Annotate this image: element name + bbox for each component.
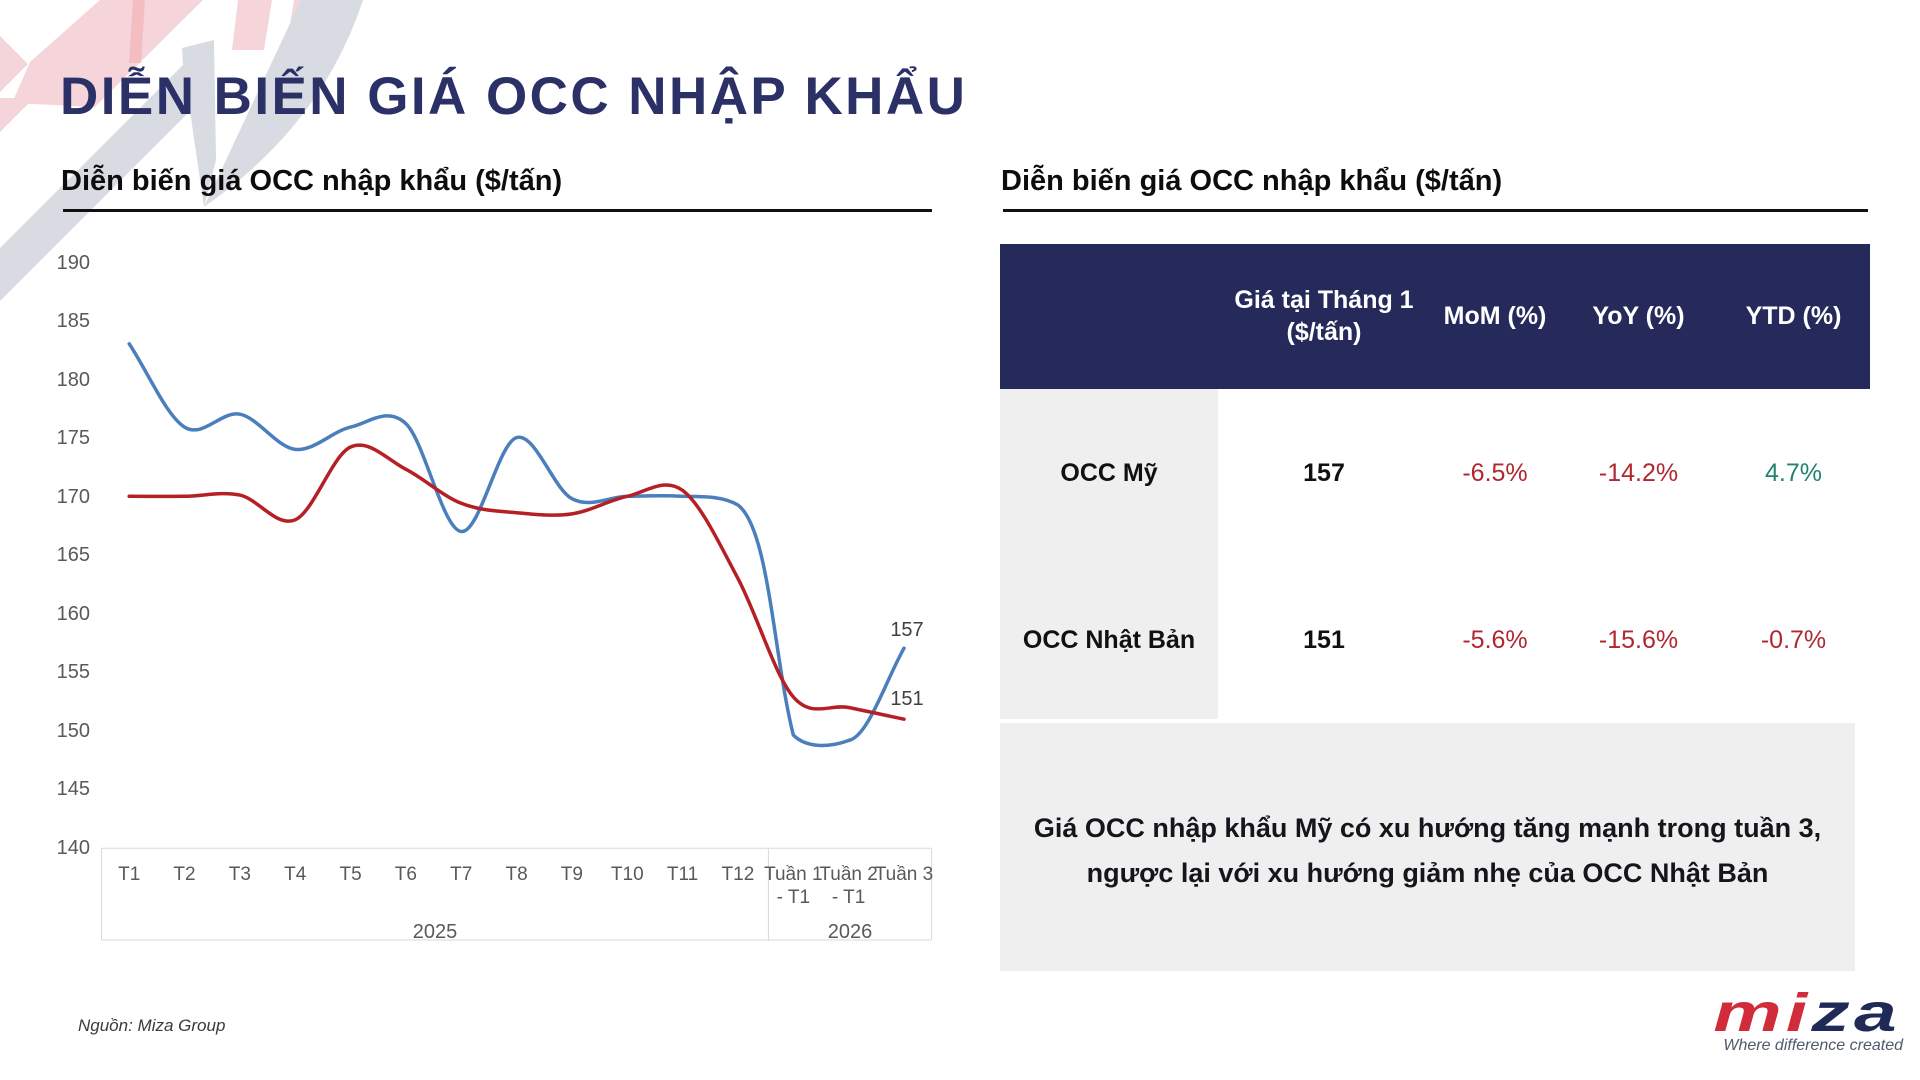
svg-text:155: 155 <box>57 661 90 683</box>
svg-text:- T1: - T1 <box>832 887 865 908</box>
svg-text:T2: T2 <box>173 864 195 885</box>
svg-text:150: 150 <box>57 720 90 742</box>
svg-text:T12: T12 <box>722 864 755 885</box>
svg-text:2025: 2025 <box>413 921 458 943</box>
svg-text:160: 160 <box>57 603 90 625</box>
svg-text:175: 175 <box>57 427 90 449</box>
svg-text:145: 145 <box>57 778 90 800</box>
svg-text:T4: T4 <box>284 864 307 885</box>
svg-text:2026: 2026 <box>828 921 873 943</box>
svg-text:T5: T5 <box>340 864 362 885</box>
svg-text:140: 140 <box>57 837 90 859</box>
svg-text:Tuần 1: Tuần 1 <box>764 864 822 885</box>
svg-text:Tuần 3: Tuần 3 <box>875 864 933 885</box>
svg-text:miza: miza <box>1713 983 1896 1041</box>
svg-text:T3: T3 <box>229 864 251 885</box>
svg-text:151: 151 <box>890 688 923 710</box>
svg-text:165: 165 <box>57 544 90 566</box>
svg-text:T10: T10 <box>611 864 644 885</box>
svg-text:T8: T8 <box>506 864 528 885</box>
svg-text:T1: T1 <box>118 864 140 885</box>
svg-text:185: 185 <box>57 310 90 332</box>
svg-text:Tuần 2: Tuần 2 <box>819 864 877 885</box>
svg-text:180: 180 <box>57 369 90 391</box>
svg-text:170: 170 <box>57 486 90 508</box>
svg-text:190: 190 <box>57 252 90 274</box>
svg-text:T9: T9 <box>561 864 583 885</box>
svg-text:T7: T7 <box>450 864 472 885</box>
svg-text:T6: T6 <box>395 864 417 885</box>
svg-text:T11: T11 <box>667 864 698 885</box>
svg-text:157: 157 <box>890 619 923 641</box>
svg-text:- T1: - T1 <box>777 887 810 908</box>
